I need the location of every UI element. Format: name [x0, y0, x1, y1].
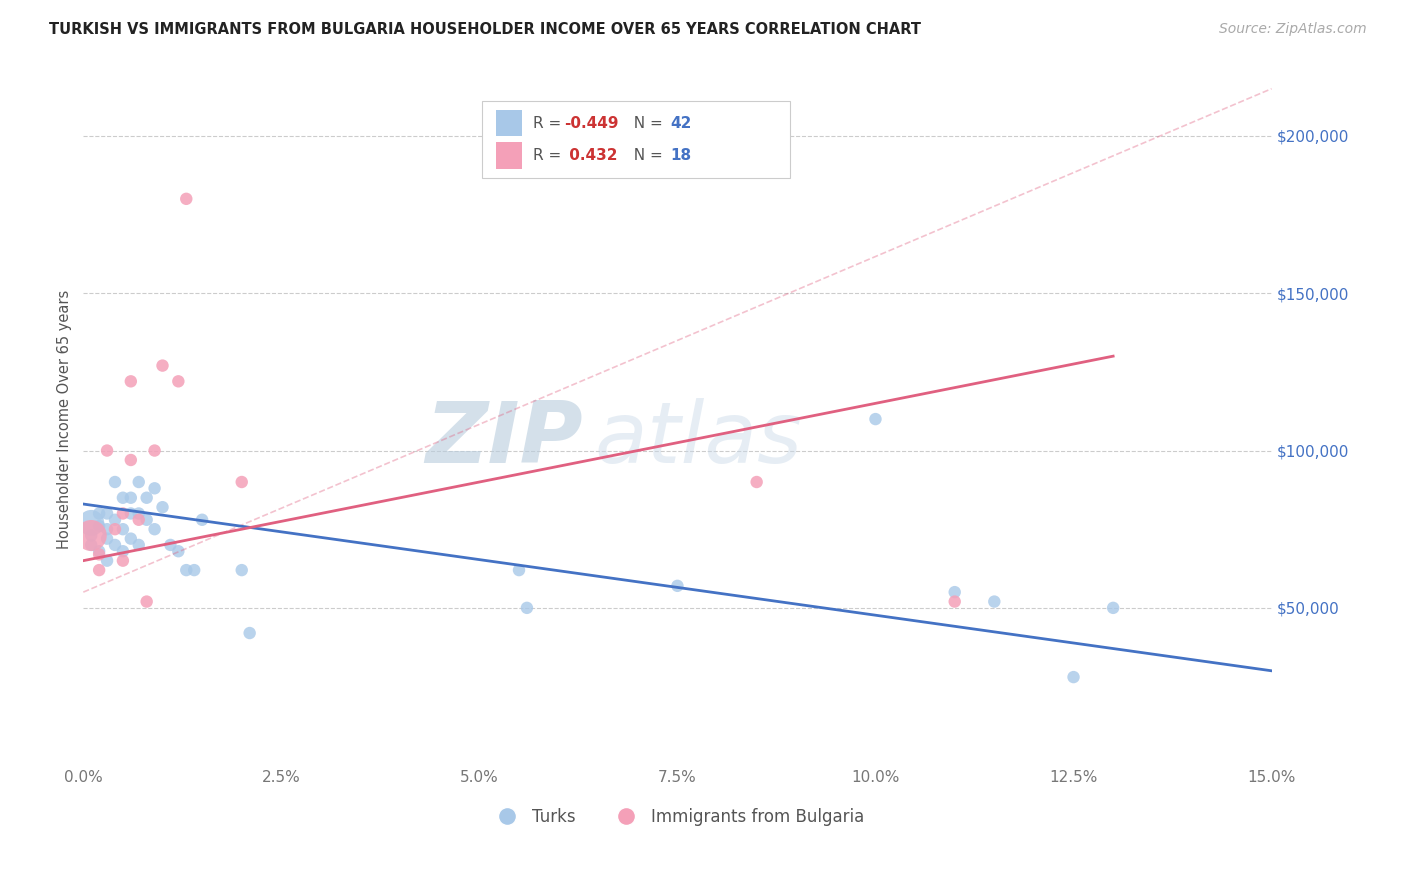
Point [120, 532, 142, 546]
Point [120, 491, 142, 505]
Point [231, 563, 253, 577]
Text: -0.449: -0.449 [564, 116, 619, 130]
Text: 18: 18 [671, 148, 692, 162]
Point [89, 519, 111, 533]
Point [120, 507, 142, 521]
Point [159, 538, 181, 552]
Point [191, 513, 214, 527]
Point [104, 475, 127, 489]
Text: N =: N = [624, 148, 668, 162]
Text: N =: N = [624, 116, 668, 130]
Text: ZIP: ZIP [425, 399, 582, 482]
Point [983, 594, 1005, 608]
Text: R =: R = [533, 116, 567, 130]
Point [135, 513, 157, 527]
Point [89, 544, 111, 558]
Text: 0.432: 0.432 [564, 148, 617, 162]
Point [152, 359, 174, 373]
Point [143, 522, 166, 536]
Point [174, 563, 197, 577]
Y-axis label: Householder Income Over 65 years: Householder Income Over 65 years [58, 290, 72, 549]
Point [865, 412, 887, 426]
Point [666, 579, 689, 593]
Point [135, 594, 157, 608]
Text: 42: 42 [671, 116, 692, 130]
Point [89, 547, 111, 561]
Point [80, 538, 103, 552]
Point [80, 516, 103, 530]
Point [167, 544, 190, 558]
Point [508, 563, 530, 577]
Point [516, 600, 538, 615]
Text: R =: R = [533, 148, 571, 162]
Point [104, 522, 127, 536]
Point [128, 513, 150, 527]
Point [239, 626, 262, 640]
Point [183, 563, 205, 577]
Point [96, 443, 118, 458]
Point [111, 491, 134, 505]
Point [104, 538, 127, 552]
Legend: Turks, Immigrants from Bulgaria: Turks, Immigrants from Bulgaria [484, 802, 870, 833]
Point [111, 507, 134, 521]
Point [128, 475, 150, 489]
Text: TURKISH VS IMMIGRANTS FROM BULGARIA HOUSEHOLDER INCOME OVER 65 YEARS CORRELATION: TURKISH VS IMMIGRANTS FROM BULGARIA HOUS… [49, 22, 921, 37]
Point [231, 475, 253, 489]
Point [120, 374, 142, 388]
Point [128, 538, 150, 552]
Point [89, 507, 111, 521]
Point [174, 192, 197, 206]
Point [1102, 600, 1125, 615]
Point [120, 453, 142, 467]
Point [111, 522, 134, 536]
Point [104, 513, 127, 527]
Point [96, 532, 118, 546]
Point [111, 544, 134, 558]
Point [167, 374, 190, 388]
Point [89, 563, 111, 577]
Point [80, 528, 103, 542]
Point [135, 491, 157, 505]
Point [96, 554, 118, 568]
Point [143, 443, 166, 458]
Point [80, 528, 103, 542]
Point [943, 594, 966, 608]
Point [943, 585, 966, 599]
Point [152, 500, 174, 515]
Point [96, 507, 118, 521]
Point [745, 475, 768, 489]
Text: atlas: atlas [595, 399, 803, 482]
Point [96, 522, 118, 536]
Text: Source: ZipAtlas.com: Source: ZipAtlas.com [1219, 22, 1367, 37]
Point [128, 507, 150, 521]
Point [111, 554, 134, 568]
Point [1063, 670, 1085, 684]
Point [143, 481, 166, 495]
